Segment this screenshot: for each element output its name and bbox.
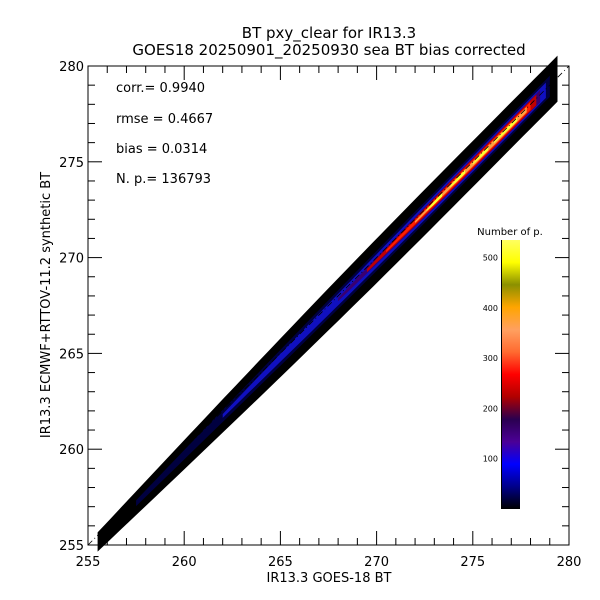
stat-corr: corr.= 0.9940 (116, 81, 205, 96)
x-axis-label: IR13.3 GOES-18 BT (267, 571, 392, 586)
stat-bias: bias = 0.0314 (116, 142, 207, 157)
one-to-one-dashed-line (87, 65, 570, 546)
one-to-one-line (87, 65, 570, 546)
density-peak-3 (494, 117, 518, 144)
stat-rmse: rmse = 0.4667 (116, 112, 213, 127)
axis-ticks (87, 65, 570, 546)
stat-npoints: N. p.= 136793 (116, 172, 211, 187)
colorbar-tick-label: 300 (483, 354, 498, 363)
x-tick-label: 270 (364, 555, 389, 570)
y-tick-labels: 255 260 265 270 275 280 (59, 60, 84, 554)
x-tick-label: 275 (460, 555, 485, 570)
colorbar-tick-label: 400 (483, 304, 498, 313)
y-tick-label: 260 (59, 443, 84, 458)
colorbar-tick-label: 100 (483, 455, 498, 464)
y-tick-label: 265 (59, 347, 84, 362)
x-tick-labels: 255 260 265 270 275 280 (76, 555, 582, 570)
colorbar-tick-label: 200 (483, 404, 498, 413)
density-peak-1 (449, 169, 466, 188)
y-tick-label: 270 (59, 252, 84, 267)
plot-frame (87, 65, 570, 546)
colorbar-label: Number of p. (477, 227, 543, 238)
x-tick-label: 265 (268, 555, 293, 570)
density-band-orange (415, 106, 527, 223)
density-peak-0 (426, 193, 442, 211)
chart-subtitle: GOES18 20250901_20250930 sea BT bias cor… (132, 41, 525, 60)
x-tick-label: 280 (557, 555, 582, 570)
y-axis-label: IR13.3 ECMWF+RTTOV-11.2 synthetic BT (39, 172, 54, 438)
y-tick-label: 255 (59, 539, 84, 554)
y-tick-label: 280 (59, 60, 84, 75)
x-tick-label: 260 (172, 555, 197, 570)
colorbar-tick-label: 500 (483, 254, 498, 263)
colorbar-tick-labels: 100 200 300 400 500 (483, 254, 498, 464)
x-tick-label: 255 (76, 555, 101, 570)
chart-title: BT pxy_clear for IR13.3 (242, 24, 416, 43)
y-tick-label: 275 (59, 156, 84, 171)
colorbar (502, 240, 520, 509)
density-cloud (97, 55, 558, 552)
density-peak-2 (472, 146, 489, 165)
